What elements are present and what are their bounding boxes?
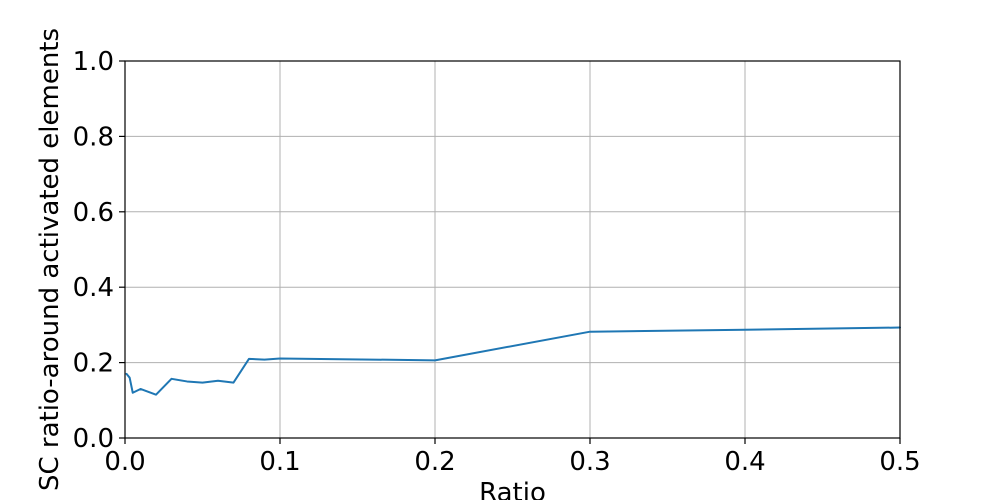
x-tick-label: 0.0 [104, 447, 145, 477]
y-tick-label: 1.0 [73, 47, 114, 77]
x-tick-label: 0.5 [879, 447, 920, 477]
series-layer [125, 326, 901, 396]
y-tick-label: 0.8 [73, 122, 114, 152]
y-axis-label: SC ratio-around activated elements [35, 28, 65, 491]
ticks: 0.0 0.1 0.2 0.3 0.4 0.5 0.0 0.2 0.4 0.6 0.8 1.0 [73, 47, 921, 477]
x-axis-label: Ratio [479, 478, 546, 500]
y-tick-label: 0.6 [73, 198, 114, 228]
y-tick-label: 0.4 [73, 273, 114, 303]
x-tick-label: 0.3 [569, 447, 610, 477]
grid [124, 60, 901, 439]
x-tick-label: 0.4 [724, 447, 765, 477]
y-tick-label: 0.0 [73, 424, 114, 454]
x-tick-label: 0.2 [414, 447, 455, 477]
x-tick-label: 0.1 [259, 447, 300, 477]
y-tick-label: 0.2 [73, 349, 114, 379]
series-line [125, 326, 901, 396]
plot-frame [124, 60, 901, 439]
